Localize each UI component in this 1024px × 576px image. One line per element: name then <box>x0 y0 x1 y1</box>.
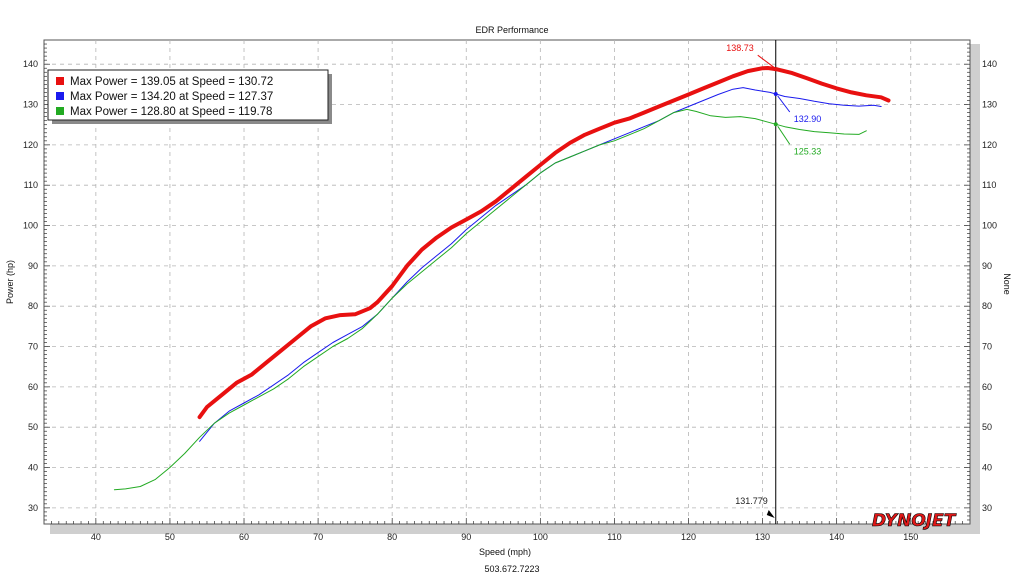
y-tick-label-left: 90 <box>28 261 38 271</box>
cursor-point-1 <box>773 67 778 72</box>
cursor-value-1: 138.73 <box>726 43 754 53</box>
y-tick-label-right: 110 <box>982 180 996 190</box>
legend-label-2: Max Power = 134.20 at Speed = 127.37 <box>70 91 273 103</box>
y-tick-label-right: 100 <box>982 221 997 231</box>
cursor-arrow-1 <box>757 54 775 68</box>
cursor-value-2: 132.90 <box>794 114 822 124</box>
cursor-arrow-2 <box>777 95 791 113</box>
x-tick-label: 130 <box>755 532 770 542</box>
cursor-point-2 <box>773 92 778 97</box>
cursor-x-label: 131.779 <box>735 496 768 506</box>
y-tick-label-left: 30 <box>28 503 38 513</box>
legend-swatch-1 <box>56 77 64 85</box>
y-tick-label-right: 60 <box>982 382 992 392</box>
legend-label-1: Max Power = 139.05 at Speed = 130.72 <box>70 76 273 88</box>
x-tick-label: 110 <box>607 532 621 542</box>
legend-box <box>47 69 329 121</box>
dynojet-logo: DYNOJET <box>872 511 957 531</box>
cursor-annotations: 138.73 132.90 125.33 <box>726 43 821 156</box>
y2-axis-label: None <box>1002 273 1012 295</box>
cursor-x-arrow <box>766 510 775 518</box>
y-tick-label-right: 40 <box>982 463 992 473</box>
chart-title: EDR Performance <box>475 25 548 35</box>
y-tick-label-left: 120 <box>23 140 38 150</box>
y-tick-label-right: 80 <box>982 301 992 311</box>
y-tick-label-left: 100 <box>23 221 38 231</box>
series-line-3 <box>113 108 867 491</box>
y-tick-label-left: 40 <box>28 463 38 473</box>
cursor-point-3 <box>773 122 778 127</box>
y-tick-label-left: 110 <box>24 180 38 190</box>
cursor-value-3: 125.33 <box>794 146 822 156</box>
x-tick-label: 90 <box>461 532 471 542</box>
y-tick-label-right: 90 <box>982 261 992 271</box>
x-tick-label: 50 <box>165 532 175 542</box>
x-axis-label: Speed (mph) <box>479 547 531 557</box>
y-axis-label: Power (hp) <box>5 260 15 304</box>
x-tick-label: 80 <box>387 532 397 542</box>
x-tick-label: 60 <box>239 532 249 542</box>
cursor-arrow-3 <box>777 125 791 145</box>
x-tick-label: 150 <box>903 532 918 542</box>
y-tick-label-right: 130 <box>982 100 997 110</box>
y-tick-label-left: 60 <box>28 382 38 392</box>
x-tick-label: 140 <box>829 532 844 542</box>
y-tick-label-right: 140 <box>982 59 997 69</box>
y-tick-label-left: 140 <box>23 59 38 69</box>
x-tick-label: 100 <box>533 532 548 542</box>
legend-label-3: Max Power = 128.80 at Speed = 119.78 <box>70 106 272 118</box>
ticks: 40 50 60 70 80 90 100 110 120 130 140 150 30 30 40 40 50… <box>23 43 997 542</box>
footer-phone: 503.672.7223 <box>484 564 539 574</box>
y-tick-label-right: 30 <box>982 503 992 513</box>
y-tick-label-left: 50 <box>28 422 38 432</box>
y-tick-label-left: 70 <box>28 342 38 352</box>
x-tick-label: 40 <box>91 532 101 542</box>
y-tick-label-right: 50 <box>982 422 992 432</box>
x-tick-label: 70 <box>313 532 323 542</box>
y-tick-label-right: 120 <box>982 140 997 150</box>
y-tick-label-right: 70 <box>982 342 992 352</box>
x-tick-label: 120 <box>681 532 696 542</box>
cursor[interactable]: 131.779 <box>735 40 777 524</box>
legend-swatch-3 <box>56 107 64 115</box>
legend-swatch-2 <box>56 92 64 100</box>
y-tick-label-left: 130 <box>23 100 38 110</box>
y-tick-label-left: 80 <box>28 301 38 311</box>
legend[interactable]: Max Power = 139.05 at Speed = 130.72 Max … <box>47 69 332 124</box>
